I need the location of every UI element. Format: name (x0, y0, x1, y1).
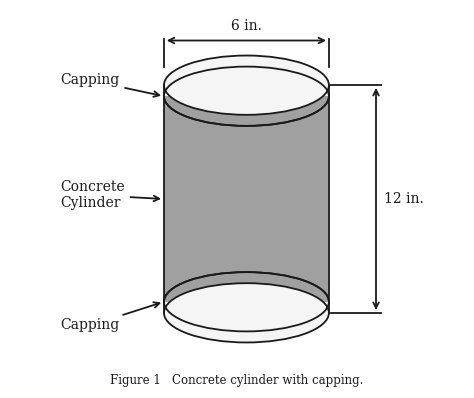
Text: Capping: Capping (60, 302, 159, 332)
Ellipse shape (164, 272, 329, 332)
Ellipse shape (164, 56, 329, 115)
Ellipse shape (164, 283, 329, 342)
Polygon shape (164, 96, 329, 302)
Polygon shape (164, 302, 329, 313)
Text: 6 in.: 6 in. (231, 20, 262, 33)
Text: Capping: Capping (60, 74, 159, 97)
Ellipse shape (164, 66, 329, 126)
Polygon shape (164, 85, 329, 96)
Text: Figure 1   Concrete cylinder with capping.: Figure 1 Concrete cylinder with capping. (110, 374, 364, 387)
Text: 12 in.: 12 in. (384, 192, 424, 206)
Text: Concrete
Cylinder: Concrete Cylinder (60, 180, 159, 210)
